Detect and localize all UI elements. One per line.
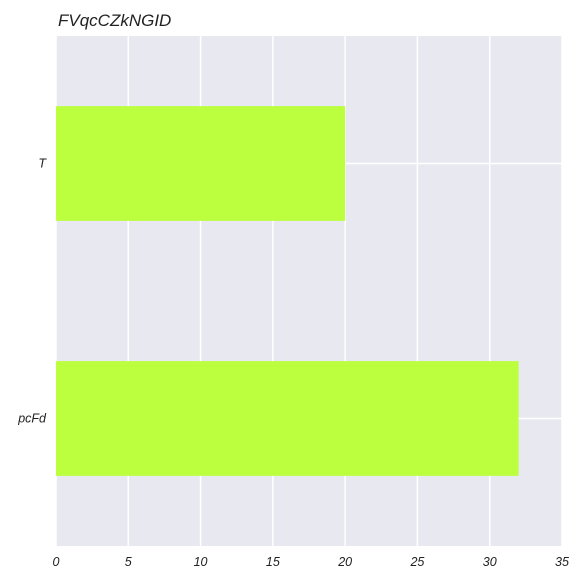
x-tick-label-35: 35 [555,555,569,569]
chart-title: FVqcCZkNGID [58,11,171,30]
y-tick-label-T: T [38,157,47,171]
x-tick-label-10: 10 [194,555,208,569]
x-axis-ticks: 0 5 10 15 20 25 30 35 [53,555,569,569]
x-tick-label-0: 0 [53,555,60,569]
bars [56,106,519,476]
x-tick-label-20: 20 [337,555,352,569]
x-tick-label-25: 25 [409,555,424,569]
y-tick-label-pcFd: pcFd [17,412,47,426]
x-tick-label-15: 15 [266,555,280,569]
x-tick-label-30: 30 [483,555,497,569]
bar-T [56,106,346,221]
x-tick-label-5: 5 [125,555,132,569]
bar-pcFd [56,361,519,476]
